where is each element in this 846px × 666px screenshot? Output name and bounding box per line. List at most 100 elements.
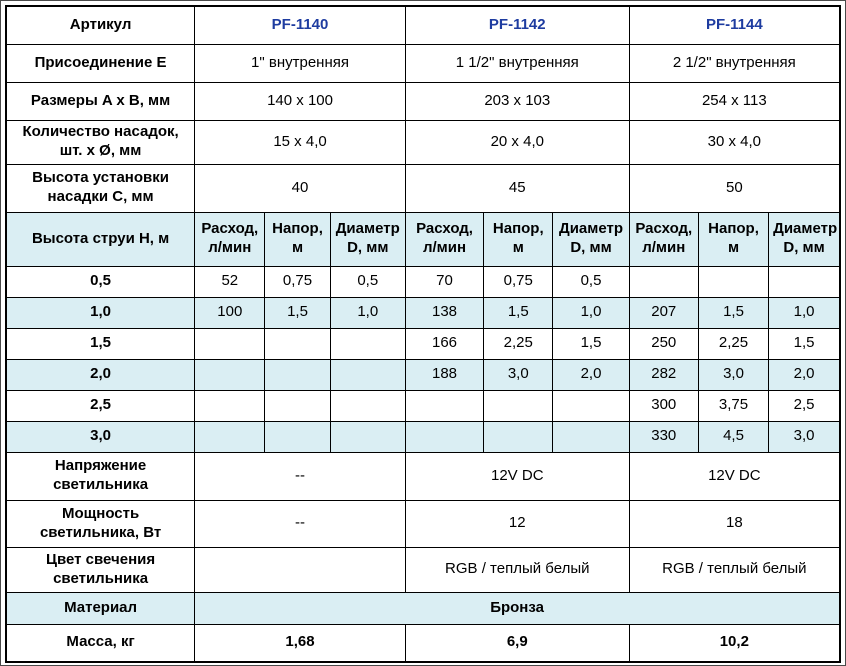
row-label-lamp-color: Цвет свечения светильника (5, 546, 196, 593)
jet-value-cell (628, 265, 699, 298)
row-label-article: Артикул (5, 5, 196, 45)
jet-value-cell: 2,25 (697, 327, 770, 360)
spec-value-cell: 30 x 4,0 (628, 119, 841, 165)
lamp-value-cell: -- (194, 499, 406, 548)
jet-data-row: 0,5 52 0,75 0,5 70 0,75 0,5 (5, 265, 841, 298)
jet-value-cell: 52 (194, 265, 266, 298)
jet-value-cell (194, 327, 266, 360)
mass-row: Масса, кг 1,68 6,9 10,2 (5, 623, 841, 663)
jet-value-cell (264, 358, 331, 391)
lamp-value-cell: -- (194, 451, 406, 501)
row-label-lamp-voltage: Напряжение светильника (5, 451, 196, 501)
jet-value-cell: 2,5 (768, 389, 841, 422)
jet-value-cell (768, 265, 841, 298)
row-label-dimensions: Размеры A x B, мм (5, 81, 196, 121)
jet-col-header-diameter: Диаметр D, мм (552, 211, 630, 267)
jet-value-cell: 138 (404, 296, 485, 329)
jet-value-cell (404, 420, 485, 453)
jet-value-cell (404, 389, 485, 422)
jet-value-cell (483, 389, 554, 422)
jet-value-cell: 1,5 (264, 296, 331, 329)
mass-value-cell: 6,9 (404, 623, 630, 663)
product-code-cell: PF-1140 (194, 5, 406, 45)
jet-value-cell: 300 (628, 389, 699, 422)
jet-data-row: 1,0 100 1,5 1,0 138 1,5 1,0 207 1,5 1,0 (5, 296, 841, 329)
jet-height-value: 1,5 (5, 327, 196, 360)
row-label-jet-height: Высота струи H, м (5, 211, 196, 267)
spec-value-cell: 45 (404, 163, 630, 213)
jet-col-header-diameter: Диаметр D, мм (768, 211, 841, 267)
spec-value-cell: 2 1/2" внутренняя (628, 43, 841, 83)
jet-value-cell: 3,0 (697, 358, 770, 391)
jet-value-cell (329, 327, 406, 360)
jet-col-header-flow: Расход, л/мин (194, 211, 266, 267)
jet-value-cell (329, 389, 406, 422)
jet-value-cell (552, 420, 630, 453)
jet-data-row: 2,5 300 3,75 2,5 (5, 389, 841, 422)
jet-value-cell: 3,0 (768, 420, 841, 453)
material-value-cell: Бронза (194, 591, 841, 625)
lamp-power-row: Мощность светильника, Вт -- 12 18 (5, 499, 841, 548)
jet-value-cell: 2,0 (552, 358, 630, 391)
jet-value-cell (264, 327, 331, 360)
jet-height-value: 0,5 (5, 265, 196, 298)
spec-value-cell: 40 (194, 163, 406, 213)
jet-value-cell: 0,5 (329, 265, 406, 298)
material-row: Материал Бронза (5, 591, 841, 625)
spec-value-cell: 15 x 4,0 (194, 119, 406, 165)
lamp-value-cell: RGB / теплый белый (404, 546, 630, 593)
jet-data-row: 3,0 330 4,5 3,0 (5, 420, 841, 453)
jet-value-cell: 0,5 (552, 265, 630, 298)
jet-value-cell (264, 420, 331, 453)
lamp-value-cell: 12V DC (404, 451, 630, 501)
lamp-value-cell: RGB / теплый белый (628, 546, 841, 593)
jet-value-cell (483, 420, 554, 453)
jet-value-cell: 2,0 (768, 358, 841, 391)
jet-value-cell (194, 389, 266, 422)
jet-value-cell: 1,0 (768, 296, 841, 329)
product-code-cell: PF-1144 (628, 5, 841, 45)
jet-value-cell: 3,0 (483, 358, 554, 391)
spec-value-cell: 20 x 4,0 (404, 119, 630, 165)
spec-value-cell: 140 x 100 (194, 81, 406, 121)
jet-value-cell: 166 (404, 327, 485, 360)
jet-value-cell: 1,5 (768, 327, 841, 360)
jet-col-header-pressure: Напор, м (697, 211, 770, 267)
jet-value-cell: 282 (628, 358, 699, 391)
spec-value-cell: 50 (628, 163, 841, 213)
lamp-value-cell: 12V DC (628, 451, 841, 501)
jet-value-cell (329, 358, 406, 391)
row-label-lamp-power: Мощность светильника, Вт (5, 499, 196, 548)
jet-value-cell: 207 (628, 296, 699, 329)
jet-value-cell: 1,0 (329, 296, 406, 329)
jet-value-cell: 330 (628, 420, 699, 453)
jet-value-cell: 2,25 (483, 327, 554, 360)
jet-value-cell (194, 358, 266, 391)
jet-height-value: 2,0 (5, 358, 196, 391)
row-label-material: Материал (5, 591, 196, 625)
dimensions-row: Размеры A x B, мм 140 x 100 203 x 103 25… (5, 81, 841, 121)
jet-col-header-flow: Расход, л/мин (628, 211, 699, 267)
jet-value-cell (552, 389, 630, 422)
jet-col-header-pressure: Напор, м (264, 211, 331, 267)
jet-col-header-diameter: Диаметр D, мм (329, 211, 406, 267)
jet-value-cell (329, 420, 406, 453)
jet-value-cell (697, 265, 770, 298)
jet-data-row: 1,5 166 2,25 1,5 250 2,25 1,5 (5, 327, 841, 360)
jet-value-cell: 70 (404, 265, 485, 298)
jet-col-header-pressure: Напор, м (483, 211, 554, 267)
jet-height-value: 3,0 (5, 420, 196, 453)
spec-value-cell: 1 1/2" внутренняя (404, 43, 630, 83)
jet-col-header-flow: Расход, л/мин (404, 211, 485, 267)
nozzle-height-row: Высота установки насадки C, мм 40 45 50 (5, 163, 841, 213)
jet-height-value: 2,5 (5, 389, 196, 422)
row-label-nozzle-count: Количество насадок, шт. x Ø, мм (5, 119, 196, 165)
jet-value-cell: 1,5 (552, 327, 630, 360)
row-label-connection: Присоединение Е (5, 43, 196, 83)
lamp-color-row: Цвет свечения светильника RGB / теплый б… (5, 546, 841, 593)
lamp-value-cell: 18 (628, 499, 841, 548)
product-code-cell: PF-1142 (404, 5, 630, 45)
jet-header-row: Высота струи H, м Расход, л/мин Напор, м… (5, 211, 841, 267)
article-row: Артикул PF-1140 PF-1142 PF-1144 (5, 5, 841, 45)
